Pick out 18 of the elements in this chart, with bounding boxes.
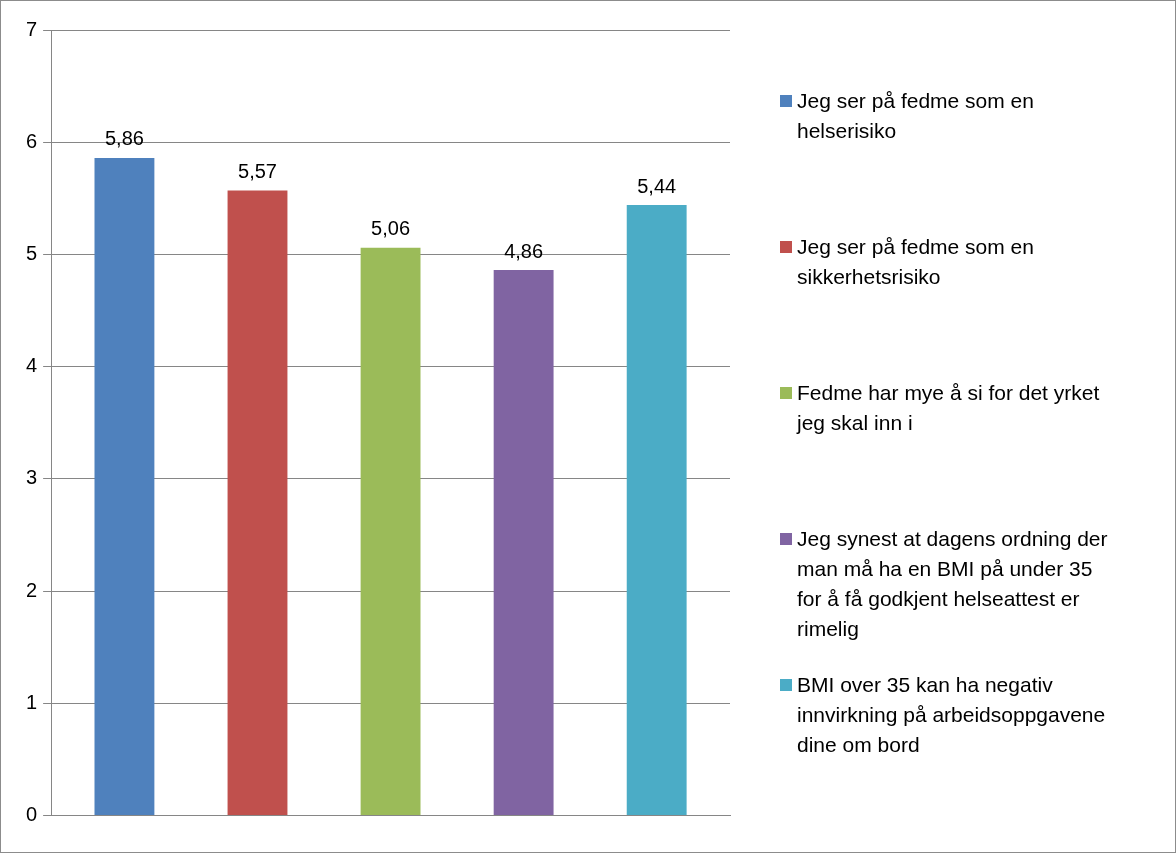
y-tick-label: 4: [26, 354, 38, 377]
y-tick-label: 6: [26, 129, 38, 152]
legend-label: Jeg ser på fedme som en sikkerhetsrisiko: [797, 234, 1035, 290]
legend-label: Jeg ser på fedme som en helserisiko: [797, 88, 1035, 144]
y-tick-label: 7: [26, 17, 38, 40]
data-label: 5,57: [238, 159, 277, 182]
legend-label: Fedme har mye å si for det yrket jeg skal inn i: [797, 380, 1101, 436]
data-label: 4,86: [504, 239, 544, 262]
data-label: 5,86: [104, 127, 144, 150]
y-tick-label: 3: [26, 466, 38, 489]
y-tick-label: 5: [26, 241, 38, 264]
y-tick-label: 1: [26, 690, 38, 713]
y-tick-label: 2: [26, 578, 38, 601]
data-label: 5,44: [637, 174, 677, 197]
legend-label: Jeg synest at dagens ordning der man må ha en BMI på under 35 for å få godkjent helseattest er rimelig: [797, 526, 1109, 642]
y-tick-label: 0: [26, 802, 38, 825]
legend-label: BMI over 35 kan ha negativ innvirkning på arbeidsoppgavene dine om bord: [797, 672, 1107, 758]
data-label: 5,06: [371, 217, 411, 240]
